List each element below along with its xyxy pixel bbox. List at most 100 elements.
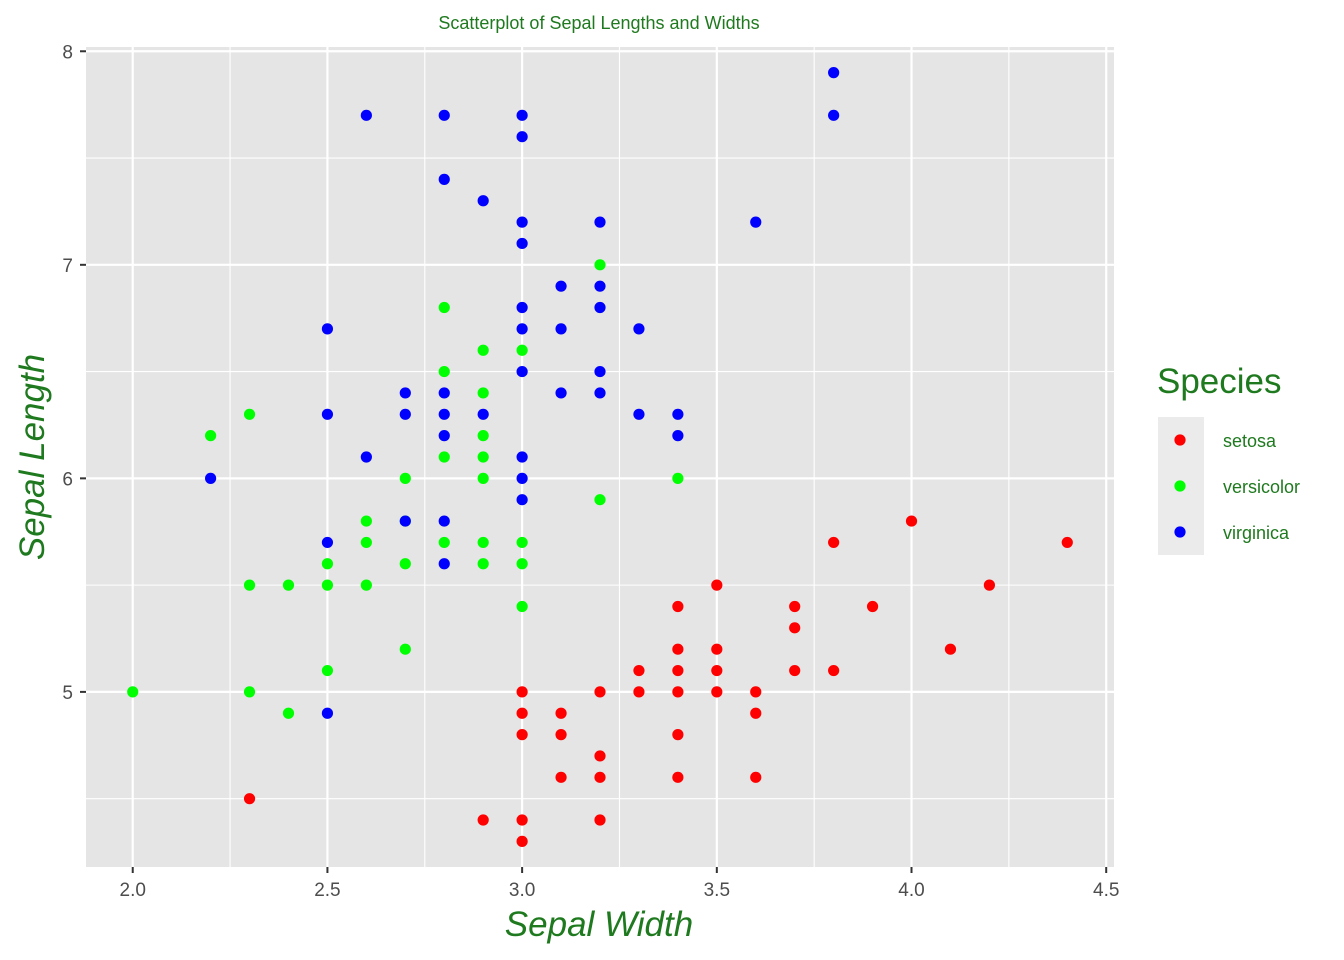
data-point-setosa: [672, 600, 684, 613]
data-point-virginica: [360, 109, 372, 121]
data-point-versicolor: [516, 344, 528, 356]
data-point-setosa: [633, 664, 645, 677]
data-point-versicolor: [321, 664, 334, 677]
data-point-virginica: [516, 472, 528, 484]
data-point-setosa: [672, 643, 684, 655]
data-point-setosa: [750, 771, 762, 783]
data-point-setosa: [516, 814, 528, 826]
data-point-virginica: [633, 408, 645, 420]
data-point-virginica: [438, 173, 450, 185]
data-point-setosa: [633, 686, 645, 698]
data-point-virginica: [438, 387, 450, 399]
data-point-virginica: [516, 365, 528, 378]
data-point-setosa: [944, 643, 957, 655]
y-tick-label: 6: [62, 469, 73, 490]
data-point-virginica: [594, 387, 606, 399]
data-point-setosa: [750, 686, 762, 698]
data-point-versicolor: [205, 430, 217, 442]
data-point-virginica: [438, 408, 450, 420]
data-point-versicolor: [477, 344, 489, 356]
data-point-virginica: [321, 408, 334, 420]
legend-label-virginica: virginica: [1223, 523, 1290, 543]
data-point-virginica: [555, 280, 567, 292]
data-point-virginica: [594, 301, 606, 314]
data-point-versicolor: [594, 494, 606, 506]
data-point-setosa: [905, 515, 918, 527]
data-point-setosa: [555, 771, 567, 783]
data-point-setosa: [477, 814, 489, 826]
data-point-versicolor: [243, 408, 256, 420]
x-tick-label: 3.5: [704, 880, 730, 901]
data-point-virginica: [516, 109, 528, 121]
data-point-versicolor: [243, 579, 256, 591]
data-point-setosa: [750, 707, 762, 719]
data-point-versicolor: [594, 259, 606, 271]
data-point-setosa: [789, 622, 801, 634]
data-point-virginica: [321, 323, 334, 335]
data-point-virginica: [828, 109, 840, 121]
data-point-versicolor: [282, 579, 295, 591]
legend: Species setosa versicolor virginica: [1157, 362, 1300, 555]
data-point-versicolor: [399, 472, 411, 484]
data-point-setosa: [1061, 536, 1073, 549]
data-point-virginica: [399, 387, 411, 399]
legend-label-setosa: setosa: [1223, 431, 1277, 451]
data-point-setosa: [711, 579, 723, 591]
y-axis-title: Sepal Length: [13, 354, 52, 560]
legend-label-versicolor: versicolor: [1223, 477, 1300, 497]
data-point-virginica: [516, 494, 528, 506]
data-point-versicolor: [438, 301, 450, 314]
data-point-setosa: [828, 664, 840, 677]
data-point-versicolor: [321, 558, 334, 570]
data-point-setosa: [555, 707, 567, 719]
legend-key-versicolor: [1174, 480, 1186, 492]
data-point-setosa: [516, 707, 528, 719]
y-axis: 5 6 7 8: [62, 42, 86, 704]
y-tick-label: 5: [62, 683, 73, 704]
data-point-versicolor: [127, 686, 139, 698]
legend-title: Species: [1157, 362, 1282, 401]
data-point-setosa: [711, 643, 723, 655]
data-points: [127, 67, 1073, 847]
x-tick-label: 3.0: [509, 880, 535, 901]
data-point-versicolor: [438, 451, 450, 463]
minor-gridlines: [86, 47, 1114, 867]
x-axis: 2.0 2.5 3.0 3.5 4.0 4.5: [120, 867, 1119, 901]
data-point-versicolor: [477, 451, 489, 463]
data-point-setosa: [866, 600, 879, 613]
data-point-virginica: [438, 558, 450, 570]
data-point-versicolor: [477, 387, 489, 399]
data-point-virginica: [750, 216, 762, 228]
data-point-setosa: [516, 835, 528, 847]
data-point-setosa: [711, 686, 723, 698]
data-point-versicolor: [477, 558, 489, 570]
chart-title: Scatterplot of Sepal Lengths and Widths: [438, 13, 759, 33]
data-point-virginica: [438, 430, 450, 442]
data-point-virginica: [321, 536, 334, 549]
data-point-versicolor: [321, 579, 334, 591]
data-point-versicolor: [477, 472, 489, 484]
data-point-virginica: [399, 408, 411, 420]
data-point-virginica: [516, 301, 528, 314]
data-point-virginica: [516, 451, 528, 463]
data-point-setosa: [789, 664, 801, 677]
data-point-setosa: [516, 729, 528, 741]
data-point-versicolor: [516, 600, 528, 613]
data-point-versicolor: [477, 536, 489, 549]
data-point-setosa: [672, 729, 684, 741]
data-point-versicolor: [399, 643, 411, 655]
data-point-setosa: [672, 771, 684, 783]
legend-key-setosa: [1174, 434, 1186, 446]
data-point-setosa: [672, 686, 684, 698]
data-point-setosa: [672, 664, 684, 677]
data-point-versicolor: [438, 536, 450, 549]
data-point-virginica: [321, 707, 334, 719]
data-point-versicolor: [477, 430, 489, 442]
x-tick-label: 4.0: [898, 880, 924, 901]
data-point-versicolor: [360, 579, 372, 591]
data-point-setosa: [594, 750, 606, 762]
data-point-virginica: [516, 216, 528, 228]
data-point-virginica: [516, 323, 528, 335]
data-point-setosa: [594, 686, 606, 698]
